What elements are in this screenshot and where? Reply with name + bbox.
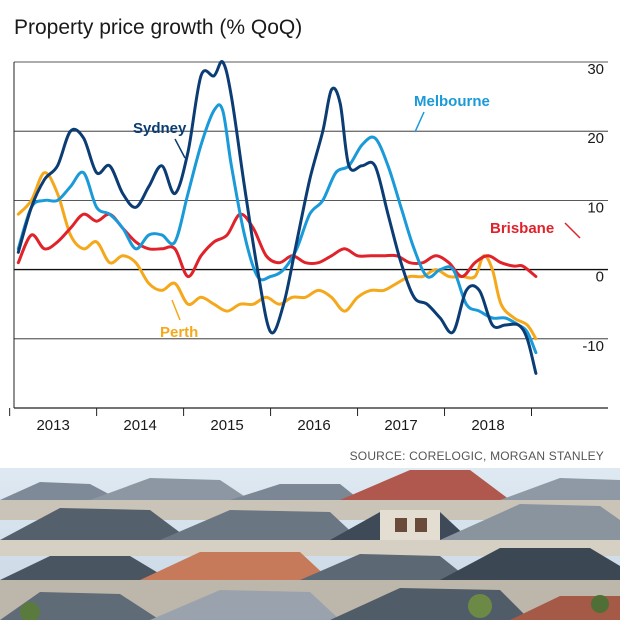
series-label-melbourne: Melbourne	[414, 93, 490, 110]
series-label-pointer-melbourne	[414, 111, 425, 133]
axes	[9, 62, 608, 416]
series-lines	[16, 59, 538, 375]
x-tick-label: 2017	[384, 417, 417, 434]
y-tick-label: 20	[587, 130, 604, 147]
series-label-pointer-brisbane	[564, 222, 581, 239]
y-tick-label: 10	[587, 199, 604, 216]
series-label-sydney: Sydney	[133, 120, 187, 137]
series-label-perth: Perth	[160, 324, 198, 341]
y-tick-label: -10	[582, 338, 604, 355]
rooftops-photo	[0, 468, 620, 620]
series-label-pointer-sydney	[174, 138, 186, 159]
y-tick-label: 30	[587, 61, 604, 78]
x-tick-label: 2015	[210, 417, 243, 434]
chart-title: Property price growth (% QoQ)	[14, 16, 302, 39]
source-note: SOURCE: CORELOGIC, MORGAN STANLEY	[350, 449, 604, 463]
x-tick-label: 2013	[36, 417, 69, 434]
x-tick-labels: 2013 2014 2015 2016 2017 2018	[36, 417, 504, 434]
series-line-brisbane	[16, 212, 538, 278]
series-label-pointer-perth	[171, 299, 181, 321]
y-tick-labels: 30 20 10 0 -10	[582, 61, 604, 355]
series-line-melbourne	[16, 103, 538, 355]
series-line-sydney	[16, 59, 538, 375]
y-tick-label: 0	[596, 269, 604, 286]
series-label-brisbane: Brisbane	[490, 220, 554, 237]
x-tick-label: 2018	[471, 417, 504, 434]
x-tick-label: 2014	[123, 417, 156, 434]
series-labels: Sydney Melbourne Brisbane Perth	[133, 93, 581, 341]
x-tick-label: 2016	[297, 417, 330, 434]
gridlines	[14, 61, 608, 340]
